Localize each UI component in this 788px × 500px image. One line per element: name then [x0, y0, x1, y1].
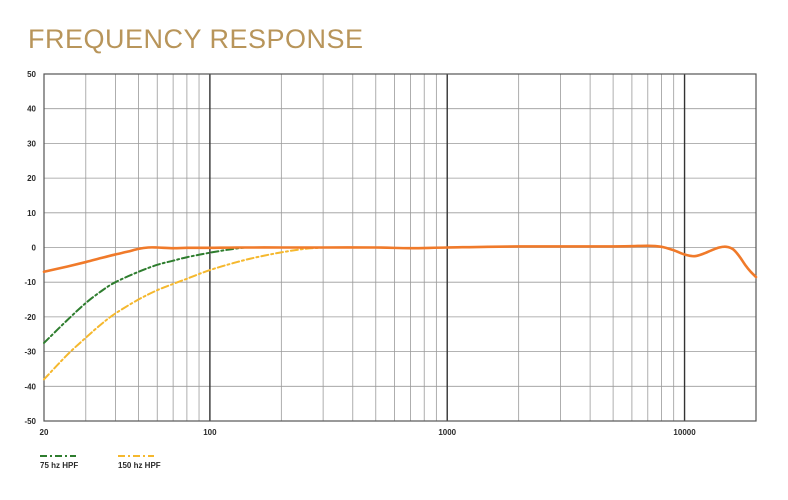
grid [43, 73, 757, 422]
series-line-75-hz-hpf [43, 246, 246, 344]
y-tick-label: -50 [24, 417, 36, 426]
x-tick-label: 20 [40, 428, 49, 437]
y-tick-label: -30 [24, 348, 36, 357]
series-lines [42, 244, 758, 381]
y-tick-label: -10 [24, 278, 36, 287]
y-tick-label: 20 [27, 174, 36, 183]
y-tick-label: -40 [24, 382, 36, 391]
series-line-150-hz-hpf [43, 246, 325, 381]
y-tick-label: 0 [32, 244, 37, 253]
y-tick-label: 30 [27, 139, 36, 148]
legend: 75 hz HPF 150 hz HPF [40, 455, 161, 470]
y-axis-ticks: 50 40 30 20 10 0 -10 -20 -30 -40 -50 [24, 70, 36, 426]
chart-title: FREQUENCY RESPONSE [28, 24, 364, 54]
x-tick-label: 100 [203, 428, 217, 437]
legend-label: 75 hz HPF [40, 461, 78, 470]
x-tick-label: 1000 [438, 428, 456, 437]
y-tick-label: 50 [27, 70, 36, 79]
plot-border [43, 73, 757, 422]
x-tick-label: 10000 [673, 428, 696, 437]
series-line-main [42, 244, 758, 279]
y-tick-label: 10 [27, 209, 36, 218]
x-axis-ticks: 20 100 1000 10000 [40, 428, 697, 437]
y-tick-label: 40 [27, 105, 36, 114]
y-tick-label: -20 [24, 313, 36, 322]
legend-label: 150 hz HPF [118, 461, 161, 470]
